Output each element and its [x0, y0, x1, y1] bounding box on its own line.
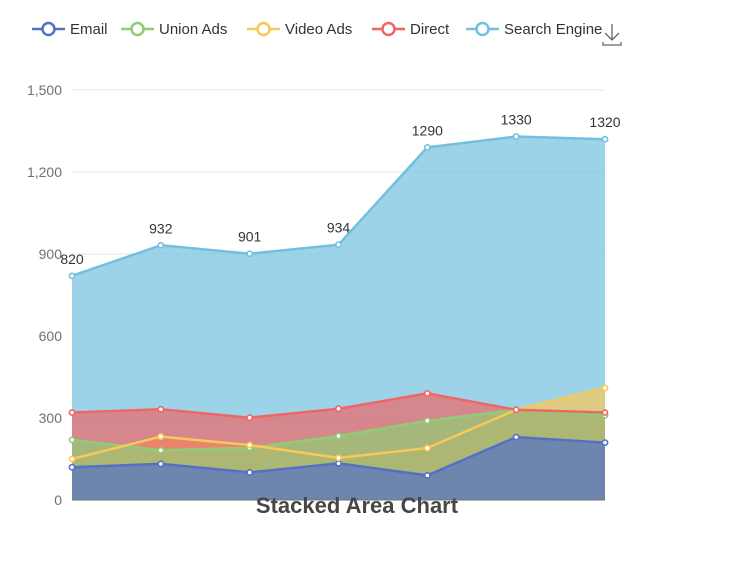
series-areas [72, 136, 605, 500]
point-search-engine[interactable] [601, 135, 609, 143]
data-labels: 820 932 901 934 1290 1330 1320 [60, 111, 620, 266]
y-tick-label: 1,500 [27, 82, 62, 98]
point-direct[interactable] [512, 406, 520, 414]
y-tick-label: 300 [39, 410, 63, 426]
point-union-ads[interactable] [68, 436, 76, 444]
point-direct[interactable] [335, 405, 342, 413]
point-union-ads[interactable] [157, 446, 165, 454]
point-email[interactable] [246, 468, 254, 476]
data-label-search-engine: 901 [238, 229, 262, 245]
point-email[interactable] [512, 433, 520, 441]
data-label-search-engine: 932 [149, 220, 173, 236]
point-union-ads[interactable] [423, 417, 431, 425]
point-search-engine[interactable] [512, 133, 520, 140]
download-button[interactable] [602, 24, 622, 46]
point-email[interactable] [157, 460, 165, 468]
legend-marker [256, 21, 271, 37]
legend-marker [41, 21, 56, 37]
point-email[interactable] [68, 463, 76, 471]
series-points [68, 133, 609, 479]
point-video-ads[interactable] [157, 433, 165, 440]
data-label-search-engine: 1290 [412, 122, 443, 138]
legend-item-search-engine[interactable]: Search Engine [466, 21, 602, 38]
chart-title: Stacked Area Chart [256, 493, 459, 518]
legend-label: Email [70, 21, 108, 38]
point-search-engine[interactable] [157, 241, 165, 249]
point-search-engine[interactable] [423, 143, 431, 151]
legend-marker [381, 21, 396, 37]
legend: Email Union Ads Video Ads Direct Search Engi… [32, 21, 602, 38]
point-direct[interactable] [246, 414, 254, 422]
data-label-search-engine: 1330 [501, 111, 532, 127]
point-search-engine[interactable] [335, 241, 342, 249]
point-email[interactable] [335, 459, 342, 467]
point-direct[interactable] [601, 409, 609, 416]
y-tick-label: 0 [54, 492, 62, 508]
legend-label: Union Ads [159, 21, 227, 38]
legend-item-email[interactable]: Email [32, 21, 108, 38]
y-tick-label: 900 [39, 246, 63, 262]
legend-item-video-ads[interactable]: Video Ads [247, 21, 352, 38]
legend-item-direct[interactable]: Direct [372, 21, 450, 38]
point-video-ads[interactable] [423, 444, 431, 452]
point-direct[interactable] [68, 409, 76, 416]
data-label-search-engine: 820 [60, 251, 84, 267]
legend-item-union-ads[interactable]: Union Ads [121, 21, 227, 38]
legend-label: Video Ads [285, 21, 352, 38]
data-label-search-engine: 1320 [589, 114, 620, 130]
point-video-ads[interactable] [335, 454, 342, 462]
legend-label: Search Engine [504, 21, 602, 38]
point-email[interactable] [601, 439, 609, 446]
point-video-ads[interactable] [68, 455, 76, 463]
legend-marker [475, 21, 490, 37]
y-tick-label: 600 [39, 328, 63, 344]
area-email [72, 437, 605, 500]
point-direct[interactable] [423, 389, 431, 397]
point-email[interactable] [423, 471, 431, 479]
y-axis: 0 300 600 900 1,200 1,500 [27, 82, 62, 508]
legend-label: Direct [410, 21, 450, 38]
point-search-engine[interactable] [246, 250, 254, 258]
y-tick-label: 1,200 [27, 164, 62, 180]
point-video-ads[interactable] [246, 441, 254, 449]
legend-marker [130, 21, 145, 37]
point-union-ads[interactable] [335, 432, 342, 440]
data-label-search-engine: 934 [327, 220, 351, 236]
point-video-ads[interactable] [601, 384, 609, 392]
point-search-engine[interactable] [68, 272, 76, 280]
point-direct[interactable] [157, 405, 165, 413]
download-icon[interactable] [602, 24, 622, 46]
